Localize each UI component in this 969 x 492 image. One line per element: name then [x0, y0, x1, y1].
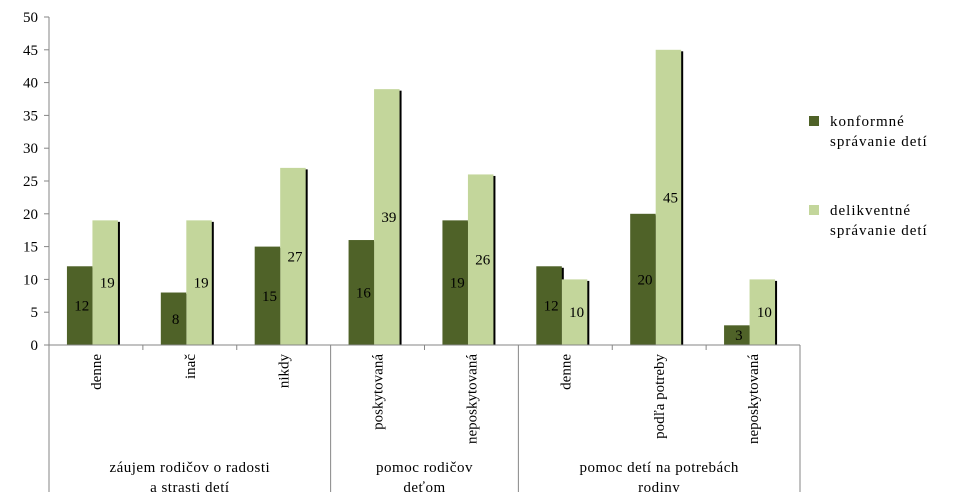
- category-label: inač: [183, 354, 199, 379]
- x-axis: denne inač nikdy poskytovaná neposkytovaná de…: [48, 345, 801, 492]
- legend-label: správanie detí: [830, 134, 928, 150]
- bar-series-1: [724, 325, 750, 345]
- bar-series-2: [186, 220, 212, 345]
- bar-series-1: [160, 292, 187, 345]
- bar-series-1: [348, 240, 375, 345]
- group-label: rodiny: [638, 480, 680, 492]
- bars: 12 19 8 19 15 27 16 39 19 26 12 10 20 45 3 10: [49, 49, 800, 346]
- data-label: 8: [172, 312, 180, 328]
- category-label: podľa potreby: [652, 354, 668, 439]
- group-label: pomoc rodičov: [376, 460, 473, 476]
- category-label: neposkytovaná: [464, 354, 480, 444]
- bar-series-1: [442, 220, 468, 345]
- legend-swatch: [809, 116, 819, 126]
- data-label: 26: [475, 253, 491, 269]
- data-label: 3: [735, 328, 743, 344]
- data-label: 45: [663, 190, 678, 206]
- bar-series-1: [536, 266, 562, 345]
- data-label: 16: [356, 286, 372, 302]
- bar-series-2: [749, 279, 776, 345]
- bar-series-1: [630, 213, 656, 345]
- data-label: 19: [194, 276, 209, 292]
- category-label: denne: [558, 354, 574, 390]
- y-tick-label: 20: [23, 207, 38, 223]
- legend-label: konformné: [830, 114, 905, 130]
- category-label: nikdy: [277, 354, 293, 389]
- y-tick-label: 5: [31, 305, 39, 321]
- group-label: a strasti detí: [150, 480, 229, 492]
- bar-series-1: [254, 246, 281, 345]
- y-axis: 0 5 10 15 20 25 30 35 40 45 50: [23, 10, 50, 354]
- legend-label: správanie detí: [830, 223, 928, 239]
- bar-series-2: [374, 89, 400, 345]
- legend-swatch: [809, 205, 819, 215]
- group-label: deťom: [403, 480, 445, 492]
- legend: konformné správanie detí delikventné správa…: [809, 114, 928, 239]
- group-label: záujem rodičov o radosti: [109, 460, 270, 476]
- bar-series-2: [655, 49, 682, 346]
- data-label: 12: [74, 299, 89, 315]
- bar-series-2: [561, 279, 588, 345]
- bar-series-2: [280, 167, 306, 345]
- data-label: 19: [450, 276, 465, 292]
- y-tick-label: 30: [23, 141, 38, 157]
- data-label: 10: [757, 305, 772, 321]
- y-tick-label: 10: [23, 272, 38, 288]
- data-label: 39: [381, 210, 396, 226]
- bar-series-2: [467, 174, 494, 345]
- y-tick-label: 25: [23, 174, 38, 190]
- y-tick-label: 35: [23, 108, 38, 124]
- data-label: 19: [100, 276, 115, 292]
- bar-series-2: [92, 220, 118, 345]
- category-label: denne: [89, 354, 105, 390]
- data-label: 15: [262, 289, 277, 305]
- category-label: neposkytovaná: [746, 354, 762, 444]
- data-label: 10: [569, 305, 584, 321]
- data-label: 20: [637, 272, 652, 288]
- group-label: pomoc detí na potrebách: [580, 460, 739, 476]
- y-tick-label: 50: [23, 10, 38, 26]
- y-tick-label: 15: [23, 240, 38, 256]
- data-label: 12: [544, 299, 559, 315]
- bar-series-1: [66, 266, 93, 345]
- y-tick-label: 45: [23, 43, 38, 59]
- category-label: poskytovaná: [371, 354, 387, 430]
- legend-label: delikventné: [830, 203, 911, 219]
- data-label: 27: [287, 249, 303, 265]
- y-tick-label: 40: [23, 76, 38, 92]
- y-tick-label: 0: [31, 338, 39, 354]
